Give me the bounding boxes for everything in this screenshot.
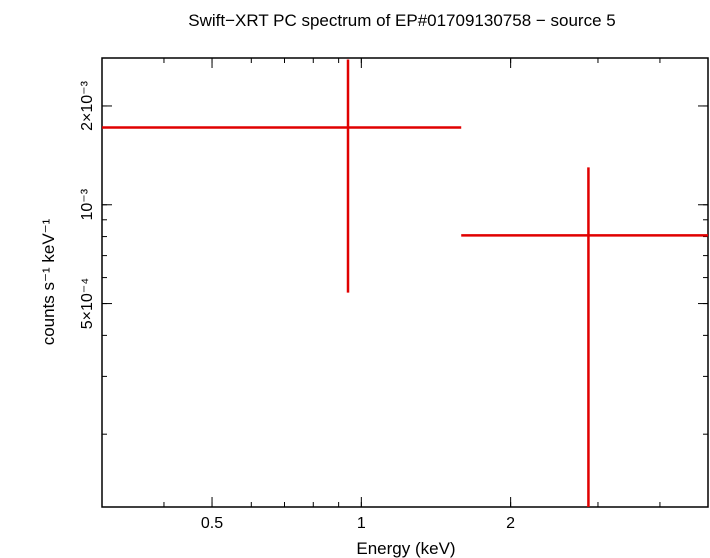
chart-title: Swift−XRT PC spectrum of EP#01709130758 … bbox=[188, 11, 615, 30]
plot-frame bbox=[101, 57, 709, 508]
y-tick-label: 10⁻³ bbox=[79, 188, 96, 220]
y-minor-ticks bbox=[102, 105, 708, 435]
y-tick-label: 5×10⁻⁴ bbox=[79, 278, 96, 329]
x-tick-label: 0.5 bbox=[201, 515, 223, 532]
x-minor-ticks bbox=[101, 58, 709, 507]
x-tick-label: 1 bbox=[357, 515, 366, 532]
x-tick-label: 2 bbox=[506, 515, 515, 532]
y-axis-ticks: 5×10⁻⁴ 10⁻³ 2×10⁻³ bbox=[79, 80, 708, 329]
data-points bbox=[102, 59, 708, 507]
y-tick-label: 2×10⁻³ bbox=[79, 80, 96, 130]
y-axis-label: counts s⁻¹ keV⁻¹ bbox=[39, 218, 58, 345]
x-axis-label: Energy (keV) bbox=[356, 539, 455, 558]
x-axis-ticks: 0.5 1 2 bbox=[201, 58, 515, 532]
